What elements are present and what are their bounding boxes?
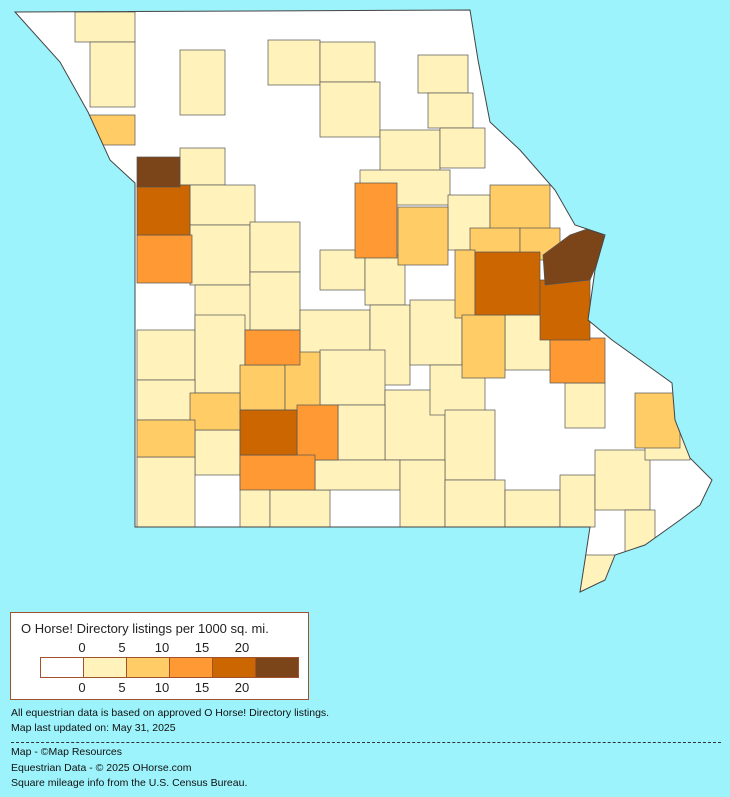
legend-swatch: [41, 658, 84, 677]
legend-tick: 20: [234, 640, 250, 655]
legend-tick: 5: [118, 640, 126, 655]
legend: O Horse! Directory listings per 1000 sq.…: [10, 612, 309, 700]
map-credit: Map - ©Map Resources: [11, 746, 123, 758]
legend-tick: 15: [194, 680, 210, 695]
legend-color-scale: [40, 657, 299, 678]
legend-tick: 0: [78, 680, 86, 695]
legend-swatch: [170, 658, 213, 677]
last-updated-note: Map last updated on: May 31, 2025: [11, 722, 176, 734]
legend-swatch: [127, 658, 170, 677]
legend-tick: 0: [78, 640, 86, 655]
divider: [11, 742, 721, 743]
legend-tick: 10: [154, 640, 170, 655]
data-credit: Equestrian Data - © 2025 OHorse.com: [11, 762, 192, 774]
choropleth-map: [14, 9, 713, 593]
data-basis-note: All equestrian data is based on approved…: [11, 707, 330, 719]
legend-tick: 15: [194, 640, 210, 655]
legend-tick: 20: [234, 680, 250, 695]
mileage-credit: Square mileage info from the U.S. Census…: [11, 777, 248, 789]
legend-swatch: [256, 658, 298, 677]
legend-swatch: [213, 658, 256, 677]
legend-title: O Horse! Directory listings per 1000 sq.…: [21, 621, 269, 636]
counties: [15, 10, 712, 592]
legend-swatch: [84, 658, 127, 677]
legend-tick: 10: [154, 680, 170, 695]
legend-tick: 5: [118, 680, 126, 695]
